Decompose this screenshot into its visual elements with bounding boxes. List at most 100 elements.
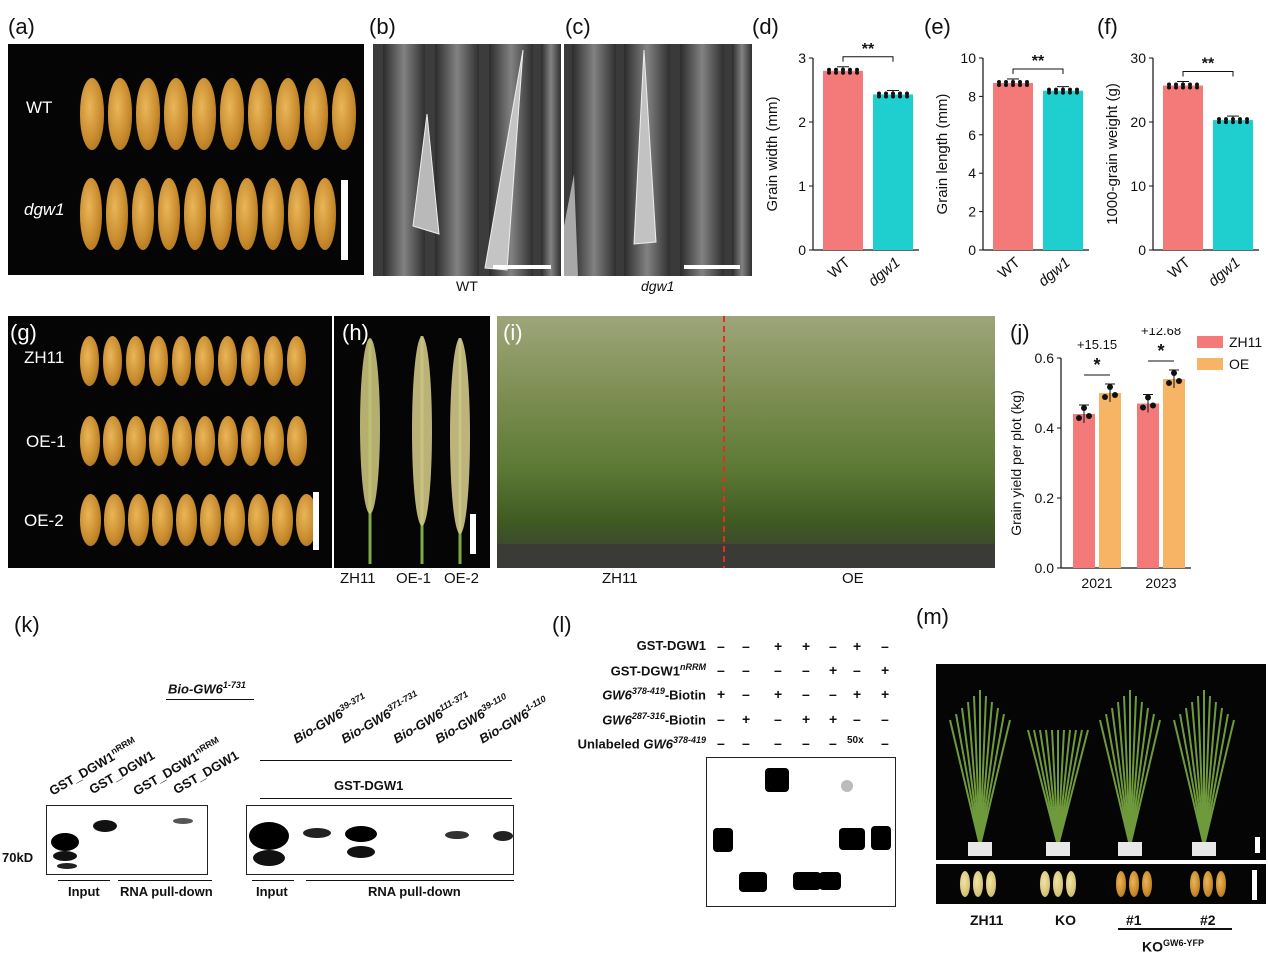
y-tick-label: 2	[798, 114, 806, 130]
emsa-cell: –	[717, 711, 725, 727]
input-underline-right	[252, 880, 294, 881]
y-tick-label: 10	[960, 50, 976, 66]
bar-OE-2023	[1163, 379, 1185, 568]
emsa-cell: –	[802, 735, 810, 751]
data-point	[1075, 90, 1079, 95]
bar-OE-2021	[1099, 393, 1121, 568]
panicle-oe1	[412, 336, 432, 564]
rice-grain	[986, 871, 996, 897]
rice-grain	[236, 178, 258, 250]
rice-grain	[210, 178, 232, 250]
data-point	[1004, 82, 1008, 87]
data-point	[1018, 79, 1022, 84]
panel-label-d: (d)	[752, 14, 779, 39]
rice-grain	[241, 336, 260, 386]
rice-grain	[108, 78, 132, 150]
rice-grain	[128, 494, 149, 546]
data-point	[1112, 392, 1118, 398]
data-point	[1061, 87, 1065, 92]
rice-grain	[973, 871, 983, 897]
panel-label-c: (c)	[565, 14, 591, 39]
pulldown-label-right: RNA pull-down	[368, 884, 461, 899]
rice-grain	[288, 178, 310, 250]
data-point	[877, 91, 881, 96]
rice-grain	[80, 336, 99, 386]
rice-grain	[103, 416, 123, 466]
emsa-cell: –	[881, 735, 889, 751]
rice-grain	[152, 494, 173, 546]
panel-g-row-label-zh11: ZH11	[24, 348, 65, 367]
rice-grain	[1142, 871, 1152, 897]
emsa-cell: +	[802, 711, 811, 727]
ko-sup: GW6-YFP	[1163, 938, 1205, 948]
emsa-cell: –	[774, 662, 782, 678]
chart-grain-yield: 0.0 0.2 0.4 0.6 Grain yield per plot (kg) 202…	[1008, 328, 1262, 591]
emsa-cell: –	[742, 638, 750, 654]
panel-a-grain-photo: WT dgw1	[8, 44, 364, 275]
panel-label-g: (g)	[10, 320, 37, 345]
data-point	[1195, 82, 1199, 87]
y-tick-label: 0.0	[1035, 560, 1055, 576]
rice-grain	[172, 336, 191, 386]
panel-m-label-2: #2	[1200, 912, 1216, 928]
rice-grain	[80, 416, 100, 466]
bar-dgw1	[1213, 120, 1253, 250]
panel-a-wt-label: WT	[26, 98, 53, 117]
data-point	[1167, 85, 1171, 90]
y-tick-label: 3	[798, 50, 806, 66]
bar-WT	[993, 82, 1033, 251]
x-tick-label: dgw1	[1035, 254, 1073, 290]
panel-i-label-oe: OE	[842, 570, 864, 587]
panel-g-row-label-oe2: OE-2	[24, 511, 64, 530]
chart-grain-width: 0 1 2 3 Grain width (mm) WT dgw1 **	[764, 41, 919, 290]
bar-ZH11-2021	[1073, 414, 1095, 568]
data-point	[1068, 87, 1072, 92]
chart-grain-weight: 0 10 20 30 1000-grain weight (g) WT dgw1 **	[1104, 50, 1259, 290]
data-point	[997, 82, 1001, 87]
emsa-cell: +	[881, 662, 890, 678]
rice-grain	[104, 494, 125, 546]
y-tick-label: 2	[968, 204, 976, 220]
y-tick-label: 0.2	[1035, 490, 1055, 506]
significance-mark: **	[1032, 53, 1045, 70]
significance-mark: **	[1202, 56, 1215, 73]
data-point	[1025, 82, 1029, 87]
panel-label-k: (k)	[14, 612, 40, 637]
y-tick-label: 4	[968, 165, 976, 181]
lane-sup: 39-110	[479, 691, 509, 714]
rice-grain	[195, 336, 214, 386]
input-label-right: Input	[256, 884, 288, 899]
panel-label-b: (b)	[369, 14, 396, 39]
panel-h-label-oe1: OE-1	[396, 570, 432, 587]
y-tick-label: 0	[968, 242, 976, 258]
emsa-row-label: GST-DGW1nRRM	[611, 662, 706, 678]
panel-label-l: (l)	[552, 612, 572, 637]
data-point	[1061, 90, 1065, 95]
rice-plant	[1173, 690, 1235, 856]
lane-name: Bio-GW6	[290, 705, 346, 747]
y-tick-label: 0	[798, 242, 806, 258]
panel-m-group-label: KOGW6-YFP	[1142, 938, 1204, 955]
data-point	[1217, 117, 1221, 122]
emsa-cell: +	[802, 638, 811, 654]
rice-grain	[158, 178, 180, 250]
rice-grain	[264, 336, 283, 386]
significance-bracket	[1012, 68, 1064, 74]
scale-bar	[341, 180, 348, 260]
panel-label-e: (e)	[924, 14, 951, 39]
panel-m-plant-photo	[936, 664, 1266, 860]
ko-label: KO	[1142, 938, 1163, 955]
rice-grain	[80, 178, 102, 250]
marker-70kd: 70kD	[2, 850, 34, 865]
rice-grain	[164, 78, 188, 150]
rice-grain	[960, 871, 970, 897]
lane-sup: nRRM	[109, 734, 137, 757]
rice-grain	[132, 178, 154, 250]
data-point	[1011, 79, 1015, 84]
data-point	[855, 70, 859, 75]
rice-grain	[103, 336, 122, 386]
data-point	[1107, 384, 1113, 390]
panel-c-caption: dgw1	[641, 278, 675, 294]
rice-grain	[184, 178, 206, 250]
chart-grain-length: 0 2 4 6 8 10 Grain length (mm) WT dgw1 **	[934, 50, 1089, 290]
